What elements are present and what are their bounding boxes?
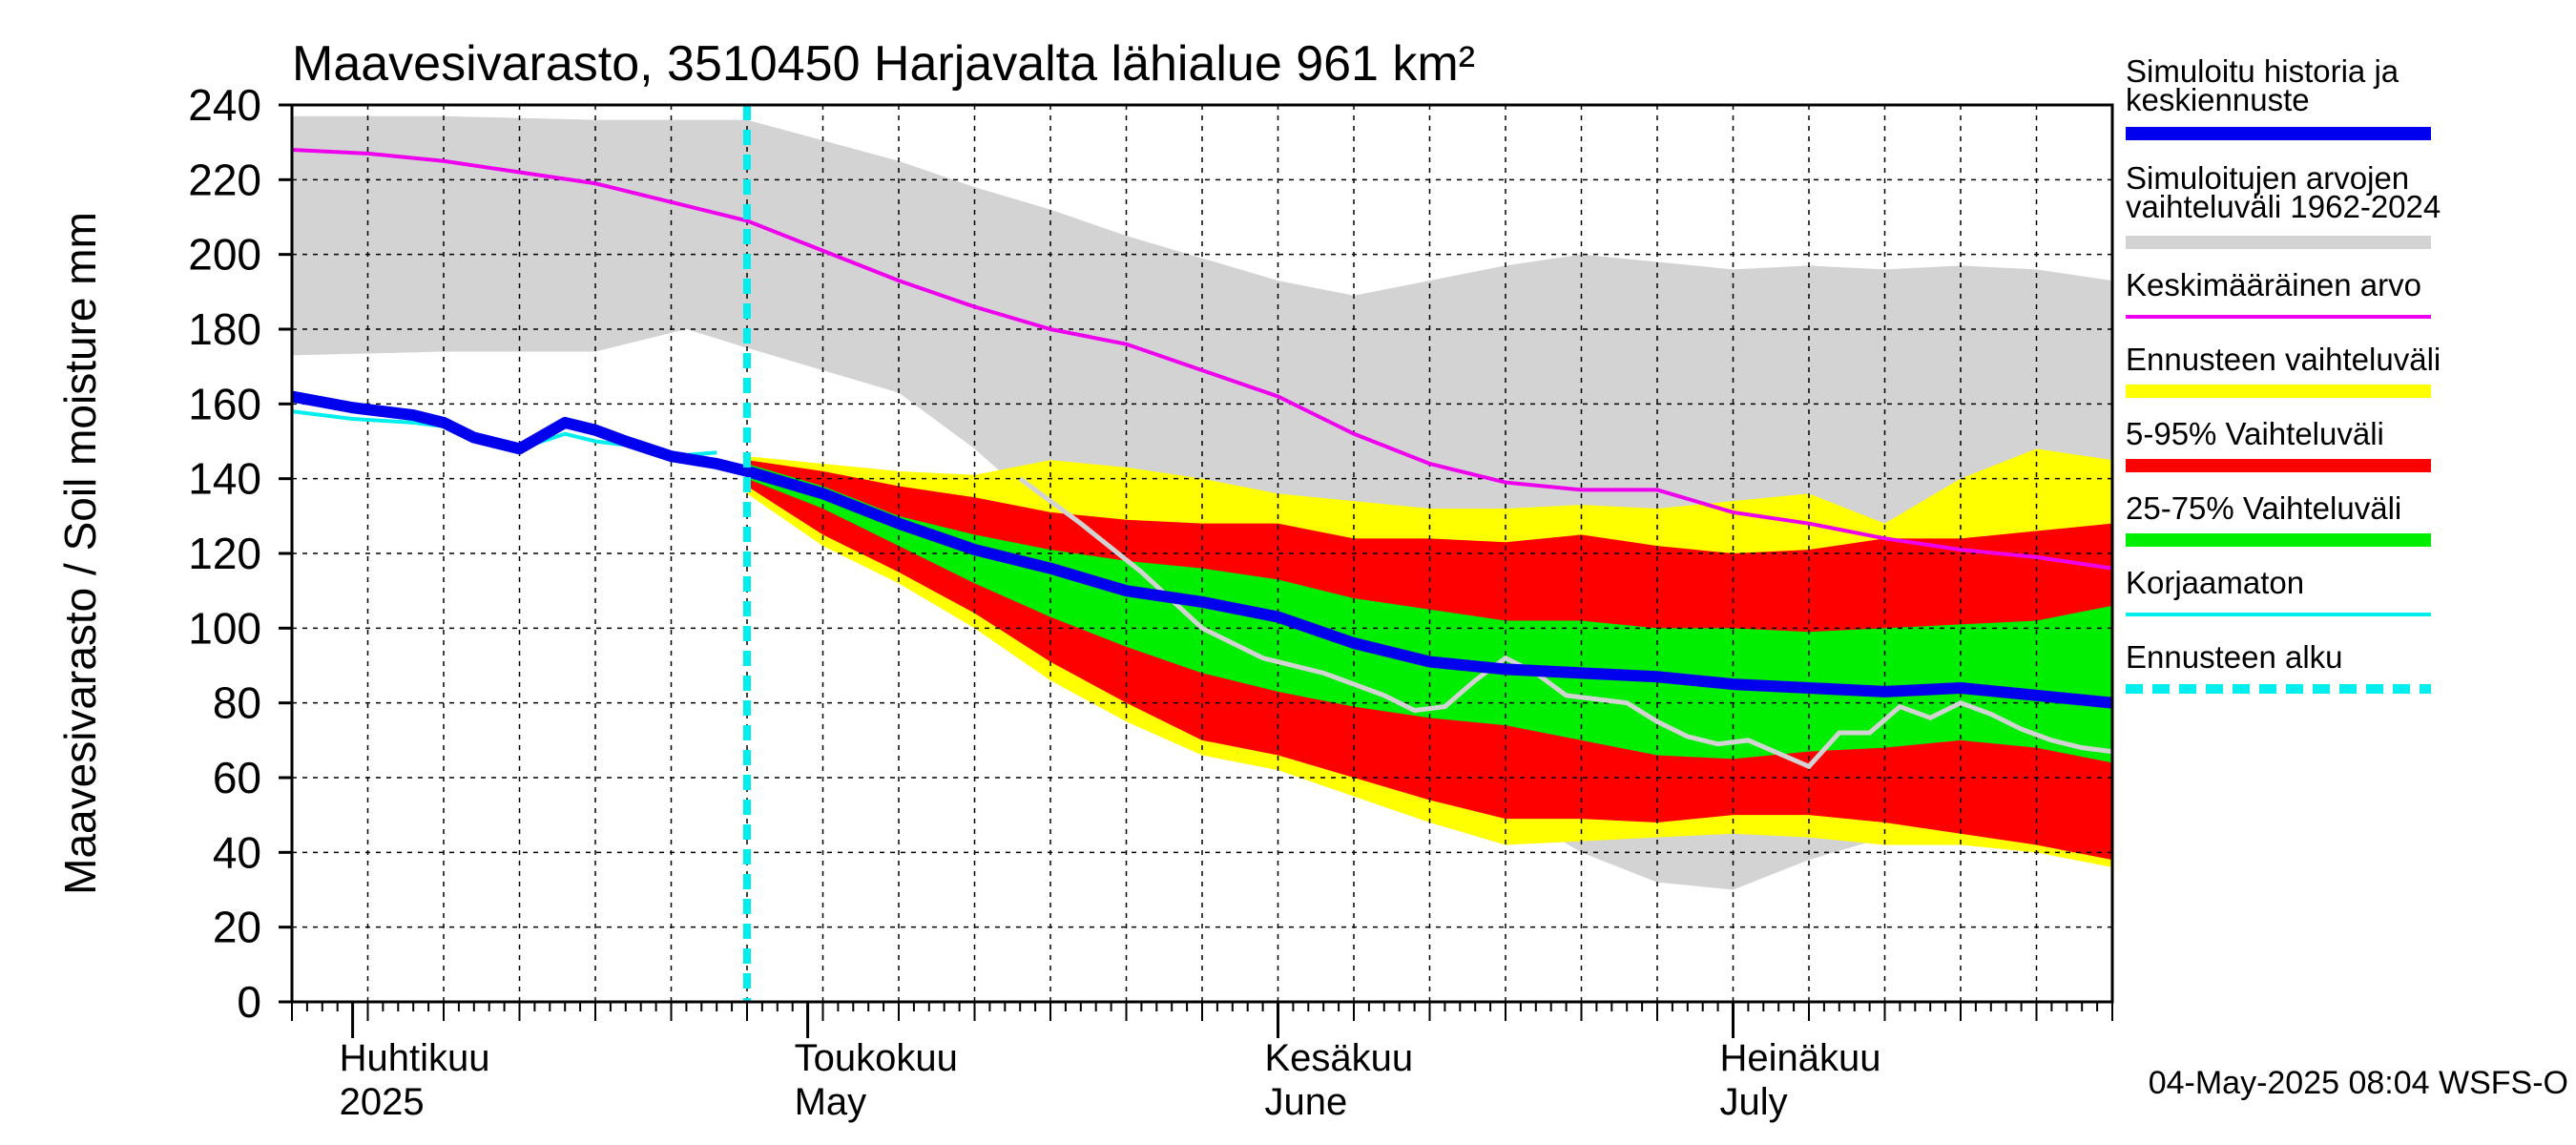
timestamp: 04-May-2025 08:04 WSFS-O: [2149, 1065, 2568, 1101]
x-month-sublabel: 2025: [340, 1081, 425, 1123]
y-tick-label: 0: [237, 977, 261, 1027]
legend-label-p25_75: 25-75% Vaihteluväli: [2126, 490, 2401, 526]
x-month-sublabel: May: [795, 1081, 867, 1123]
y-tick-label: 40: [213, 827, 261, 877]
legend: Simuloitu historia ja keskiennusteSimuloi…: [2126, 53, 2441, 694]
y-tick-label: 120: [188, 529, 261, 578]
y-tick-label: 140: [188, 454, 261, 504]
x-month-label: Kesäkuu: [1265, 1037, 1414, 1079]
legend-label-p5_95: 5-95% Vaihteluväli: [2126, 416, 2384, 451]
legend-label-mean: Keskimääräinen arvo: [2126, 267, 2421, 302]
y-axis: 0 20 40 60 80 100 120 140 160 180 200 220 240: [188, 80, 292, 1027]
legend-label-line: keskiennuste: [2126, 82, 2310, 117]
series-lines: [292, 105, 2112, 1002]
x-month-sublabel: July: [1720, 1081, 1788, 1123]
x-month-label: Heinäkuu: [1720, 1037, 1881, 1079]
y-tick-label: 80: [213, 678, 261, 728]
y-tick-label: 240: [188, 80, 261, 130]
y-tick-label: 20: [213, 903, 261, 952]
legend-label-ens: Ennusteen vaihteluväli: [2126, 342, 2441, 377]
legend-label-uncorr: Korjaamaton: [2126, 565, 2304, 600]
x-month-sublabel: June: [1265, 1081, 1348, 1123]
y-tick-label: 220: [188, 155, 261, 204]
y-tick-label: 180: [188, 304, 261, 354]
legend-label-hist: Simuloitu historia ja keskiennuste: [2126, 53, 2399, 117]
legend-label-line: Simuloitu historia ja: [2126, 53, 2399, 89]
y-tick-label: 60: [213, 753, 261, 802]
y-tick-label: 200: [188, 230, 261, 280]
y-tick-label: 100: [188, 603, 261, 653]
legend-label-line: vaihteluväli 1962-2024: [2126, 189, 2441, 224]
chart-title: Maavesivarasto, 3510450 Harjavalta lähia…: [292, 36, 1475, 92]
simulated-history-line: [292, 390, 749, 477]
legend-label-line: Simuloitujen arvojen: [2126, 160, 2409, 196]
legend-label-fstart: Ennusteen alku: [2126, 639, 2343, 675]
x-month-label: Toukokuu: [795, 1037, 958, 1079]
median-forecast-line: [745, 466, 2112, 709]
y-tick-label: 160: [188, 379, 261, 428]
legend-label-range: Simuloitujen arvojen vaihteluväli 1962-20…: [2126, 160, 2441, 224]
historical-trace-line: [1018, 476, 2112, 770]
mean-line: [292, 148, 2112, 571]
x-month-label: Huhtikuu: [340, 1037, 490, 1079]
y-axis-label: Maavesivarasto / Soil moisture mm: [55, 212, 105, 895]
